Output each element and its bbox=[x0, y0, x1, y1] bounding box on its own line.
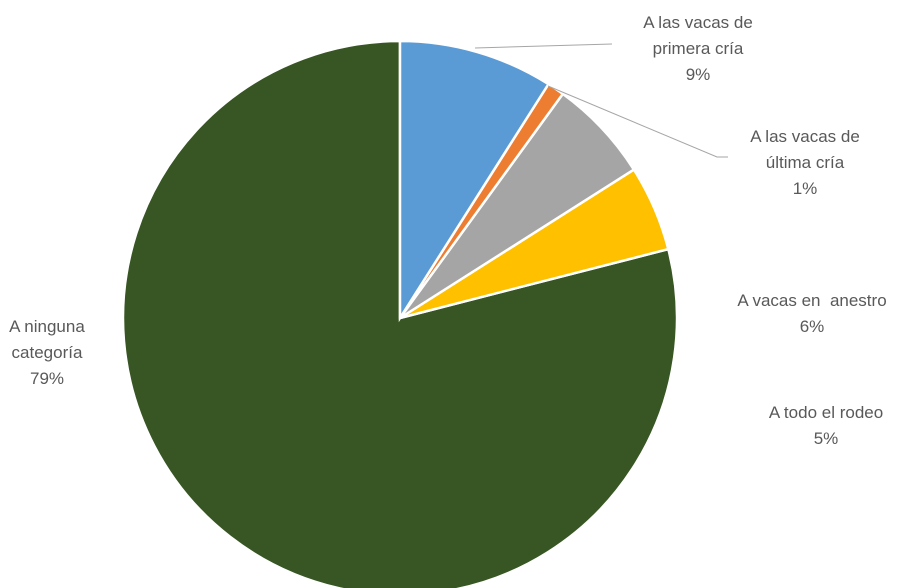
leader-line bbox=[547, 85, 728, 158]
data-label: A las vacas de última cría 1% bbox=[730, 124, 880, 202]
category-label: A vacas en anestro bbox=[737, 291, 887, 310]
value-label: 79% bbox=[29, 369, 65, 388]
leader-line bbox=[474, 43, 613, 49]
category-label: A las vacas de primera cría bbox=[643, 13, 758, 58]
category-label: A ninguna categoría bbox=[9, 317, 90, 362]
data-label: A las vacas de primera cría 9% bbox=[623, 10, 773, 88]
value-label: 5% bbox=[813, 429, 839, 448]
pie-slice bbox=[398, 39, 551, 323]
data-label: A ninguna categoría 79% bbox=[0, 314, 94, 392]
pie-slice bbox=[121, 39, 679, 588]
data-label: A todo el rodeo 5% bbox=[726, 400, 908, 452]
category-label: A las vacas de última cría bbox=[750, 127, 865, 172]
value-label: 9% bbox=[685, 65, 711, 84]
data-label: A vacas en anestro 6% bbox=[712, 288, 908, 340]
category-label: A todo el rodeo bbox=[768, 403, 884, 422]
value-label: 1% bbox=[792, 179, 818, 198]
value-label: 6% bbox=[799, 317, 825, 336]
